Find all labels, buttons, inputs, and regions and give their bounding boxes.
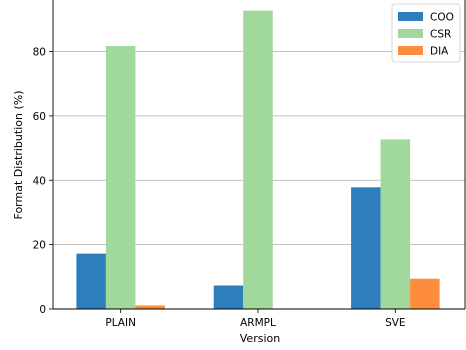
bar-dia xyxy=(135,305,165,309)
y-tick-label: 20 xyxy=(33,240,46,252)
x-axis-label: Version xyxy=(240,332,280,345)
y-axis-label: Format Distribution (%) xyxy=(12,91,25,220)
bars xyxy=(76,10,440,309)
bar-csr xyxy=(380,139,411,309)
axes: 0 20 40 60 80 PLAIN ARMPL SVE xyxy=(33,0,466,329)
bar-csr xyxy=(105,46,136,309)
legend-label-coo: COO xyxy=(430,12,454,24)
legend-label-dia: DIA xyxy=(430,46,449,58)
y-tick-label: 60 xyxy=(33,111,46,123)
y-tick-label: 80 xyxy=(33,47,46,59)
legend-swatch-coo xyxy=(398,12,423,21)
y-tick-label: 40 xyxy=(33,175,46,187)
x-tick-label: ARMPL xyxy=(240,317,276,329)
x-tick-label: SVE xyxy=(385,317,405,329)
legend: COO CSR DIA xyxy=(391,3,461,63)
y-tick-label: 0 xyxy=(39,304,46,316)
bar-csr xyxy=(243,10,273,309)
bar-coo xyxy=(213,285,244,309)
bar-dia xyxy=(410,278,440,309)
bar-coo xyxy=(351,187,381,309)
legend-swatch-dia xyxy=(398,46,423,55)
legend-label-csr: CSR xyxy=(430,29,451,41)
legend-swatch-csr xyxy=(398,29,423,38)
x-tick-label: PLAIN xyxy=(105,317,136,329)
bar-coo xyxy=(76,253,106,309)
